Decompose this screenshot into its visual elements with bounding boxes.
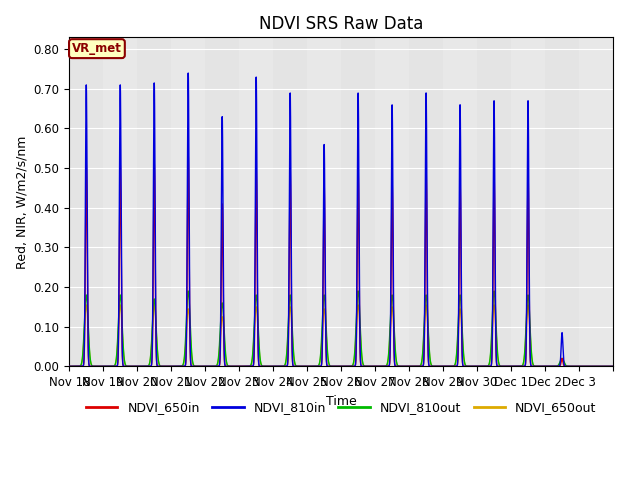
Title: NDVI SRS Raw Data: NDVI SRS Raw Data bbox=[259, 15, 423, 33]
Legend: NDVI_650in, NDVI_810in, NDVI_810out, NDVI_650out: NDVI_650in, NDVI_810in, NDVI_810out, NDV… bbox=[81, 396, 601, 420]
Bar bbox=[409, 37, 443, 366]
Bar bbox=[205, 37, 239, 366]
Bar bbox=[477, 37, 511, 366]
Bar bbox=[273, 37, 307, 366]
Bar bbox=[341, 37, 375, 366]
Bar bbox=[137, 37, 172, 366]
X-axis label: Time: Time bbox=[326, 395, 356, 408]
Y-axis label: Red, NIR, W/m2/s/nm: Red, NIR, W/m2/s/nm bbox=[15, 135, 28, 268]
Bar bbox=[545, 37, 579, 366]
Text: VR_met: VR_met bbox=[72, 42, 122, 55]
Bar bbox=[69, 37, 103, 366]
